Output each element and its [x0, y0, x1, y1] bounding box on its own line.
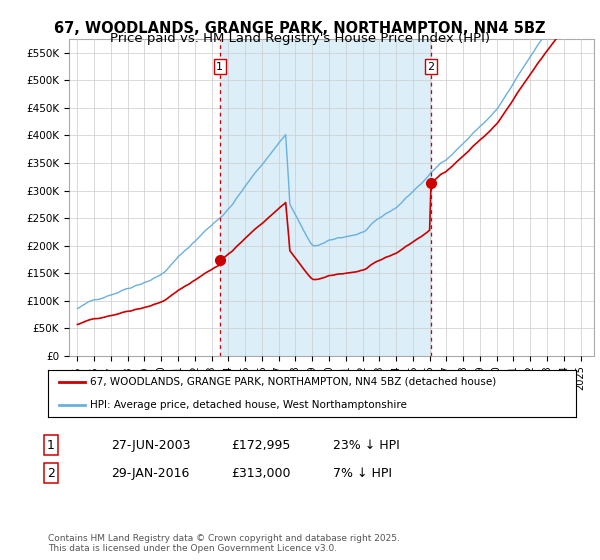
Text: 2: 2 [427, 62, 434, 72]
Text: 29-JAN-2016: 29-JAN-2016 [111, 466, 190, 480]
Text: 67, WOODLANDS, GRANGE PARK, NORTHAMPTON, NN4 5BZ (detached house): 67, WOODLANDS, GRANGE PARK, NORTHAMPTON,… [90, 376, 496, 386]
Text: £172,995: £172,995 [231, 438, 290, 452]
Text: Price paid vs. HM Land Registry's House Price Index (HPI): Price paid vs. HM Land Registry's House … [110, 32, 490, 45]
Text: 1: 1 [47, 438, 55, 452]
Text: Contains HM Land Registry data © Crown copyright and database right 2025.
This d: Contains HM Land Registry data © Crown c… [48, 534, 400, 553]
Text: 2: 2 [47, 466, 55, 480]
Text: 67, WOODLANDS, GRANGE PARK, NORTHAMPTON, NN4 5BZ: 67, WOODLANDS, GRANGE PARK, NORTHAMPTON,… [54, 21, 546, 36]
Text: HPI: Average price, detached house, West Northamptonshire: HPI: Average price, detached house, West… [90, 400, 407, 410]
Text: 27-JUN-2003: 27-JUN-2003 [111, 438, 191, 452]
Text: 23% ↓ HPI: 23% ↓ HPI [333, 438, 400, 452]
Text: 1: 1 [216, 62, 223, 72]
Text: £313,000: £313,000 [231, 466, 290, 480]
Bar [220, 39, 431, 356]
Text: 7% ↓ HPI: 7% ↓ HPI [333, 466, 392, 480]
